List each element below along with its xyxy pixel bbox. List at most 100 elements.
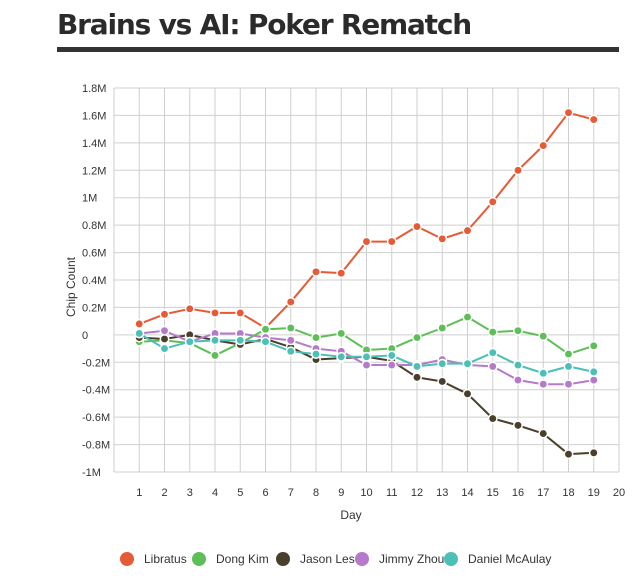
legend-label: Libratus bbox=[144, 552, 187, 566]
data-point[interactable] bbox=[437, 323, 448, 333]
data-point[interactable] bbox=[538, 428, 549, 439]
x-tick-label: 20 bbox=[613, 487, 625, 499]
data-point[interactable] bbox=[134, 328, 145, 339]
data-point[interactable] bbox=[538, 379, 549, 390]
data-point[interactable] bbox=[412, 361, 422, 372]
y-tick-label: -0.6M bbox=[82, 412, 110, 424]
x-tick-label: 19 bbox=[588, 487, 600, 499]
legend-label: Daniel McAulay bbox=[468, 552, 552, 566]
data-point[interactable] bbox=[336, 351, 347, 362]
x-tick-label: 5 bbox=[237, 487, 243, 499]
y-tick-label: 0 bbox=[82, 330, 88, 342]
data-point[interactable] bbox=[588, 447, 599, 458]
data-point[interactable] bbox=[437, 358, 448, 369]
data-point[interactable] bbox=[462, 358, 473, 369]
data-point[interactable] bbox=[487, 327, 498, 338]
x-tick-label: 14 bbox=[461, 487, 473, 499]
legend-swatch bbox=[355, 552, 369, 566]
data-point[interactable] bbox=[386, 360, 397, 370]
data-point[interactable] bbox=[210, 350, 220, 361]
data-point[interactable] bbox=[513, 165, 523, 176]
data-point[interactable] bbox=[588, 114, 599, 125]
legend: Libratus Dong Kim Jason Les Jimmy Zhou Danie… bbox=[0, 548, 640, 570]
data-point[interactable] bbox=[563, 349, 574, 360]
data-point[interactable] bbox=[210, 307, 220, 318]
series-group bbox=[134, 107, 599, 460]
data-point[interactable] bbox=[336, 268, 347, 279]
data-point[interactable] bbox=[538, 331, 549, 342]
data-point[interactable] bbox=[538, 368, 549, 379]
data-point[interactable] bbox=[311, 266, 321, 277]
data-point[interactable] bbox=[361, 236, 372, 247]
data-point[interactable] bbox=[285, 346, 296, 357]
data-point[interactable] bbox=[336, 328, 347, 339]
data-point[interactable] bbox=[311, 332, 321, 343]
data-point[interactable] bbox=[513, 360, 523, 370]
data-point[interactable] bbox=[563, 107, 574, 118]
data-point[interactable] bbox=[437, 233, 448, 244]
data-point[interactable] bbox=[134, 318, 145, 329]
x-tick-label: 9 bbox=[338, 487, 344, 499]
data-point[interactable] bbox=[235, 307, 246, 318]
data-point[interactable] bbox=[285, 296, 296, 307]
data-point[interactable] bbox=[412, 221, 422, 232]
y-tick-label: -0.4M bbox=[82, 385, 110, 397]
legend-item[interactable]: Jason Les bbox=[276, 548, 355, 570]
data-point[interactable] bbox=[588, 375, 599, 386]
data-point[interactable] bbox=[563, 379, 574, 390]
data-point[interactable] bbox=[184, 303, 195, 314]
data-point[interactable] bbox=[210, 335, 220, 346]
data-point[interactable] bbox=[462, 388, 473, 399]
data-point[interactable] bbox=[159, 334, 170, 344]
data-point[interactable] bbox=[184, 336, 195, 347]
x-tick-label: 6 bbox=[262, 487, 268, 499]
data-point[interactable] bbox=[361, 360, 372, 370]
series-dong-kim bbox=[134, 312, 599, 361]
data-point[interactable] bbox=[412, 332, 422, 343]
data-point[interactable] bbox=[563, 361, 574, 372]
data-point[interactable] bbox=[487, 361, 498, 372]
data-point[interactable] bbox=[487, 413, 498, 424]
data-point[interactable] bbox=[513, 325, 523, 336]
x-tick-label: 7 bbox=[288, 487, 294, 499]
title-rule bbox=[57, 47, 619, 52]
data-point[interactable] bbox=[285, 335, 296, 346]
data-point[interactable] bbox=[462, 312, 473, 322]
x-tick-label: 8 bbox=[313, 487, 319, 499]
page-title: Brains vs AI: Poker Rematch bbox=[57, 8, 472, 41]
legend-item[interactable]: Daniel McAulay bbox=[444, 548, 551, 570]
data-point[interactable] bbox=[563, 449, 574, 460]
data-point[interactable] bbox=[462, 225, 473, 236]
data-point[interactable] bbox=[159, 309, 170, 320]
data-point[interactable] bbox=[538, 140, 549, 151]
data-point[interactable] bbox=[235, 335, 246, 346]
x-tick-label: 13 bbox=[436, 487, 448, 499]
legend-item[interactable]: Dong Kim bbox=[192, 548, 269, 570]
data-point[interactable] bbox=[487, 347, 498, 358]
data-point[interactable] bbox=[311, 349, 321, 360]
y-tick-label: -0.8M bbox=[82, 440, 110, 452]
x-tick-label: 12 bbox=[411, 487, 423, 499]
data-point[interactable] bbox=[437, 376, 448, 387]
data-point[interactable] bbox=[487, 196, 498, 207]
x-tick-label: 17 bbox=[537, 487, 549, 499]
legend-item[interactable]: Jimmy Zhou bbox=[355, 548, 444, 570]
data-point[interactable] bbox=[285, 323, 296, 333]
y-tick-label: 0.8M bbox=[82, 220, 106, 232]
data-point[interactable] bbox=[159, 325, 170, 336]
data-point[interactable] bbox=[513, 420, 523, 431]
legend-swatch bbox=[192, 552, 206, 566]
data-point[interactable] bbox=[513, 375, 523, 386]
data-point[interactable] bbox=[159, 343, 170, 354]
data-point[interactable] bbox=[588, 340, 599, 351]
data-point[interactable] bbox=[412, 372, 422, 383]
y-tick-label: -1M bbox=[82, 467, 101, 479]
data-point[interactable] bbox=[588, 366, 599, 377]
legend-item[interactable]: Libratus bbox=[120, 548, 187, 570]
data-point[interactable] bbox=[386, 236, 397, 247]
data-point[interactable] bbox=[361, 351, 372, 362]
data-point[interactable] bbox=[260, 324, 271, 335]
data-point[interactable] bbox=[386, 350, 397, 361]
y-tick-label: 0.6M bbox=[82, 248, 106, 260]
data-point[interactable] bbox=[260, 336, 271, 347]
